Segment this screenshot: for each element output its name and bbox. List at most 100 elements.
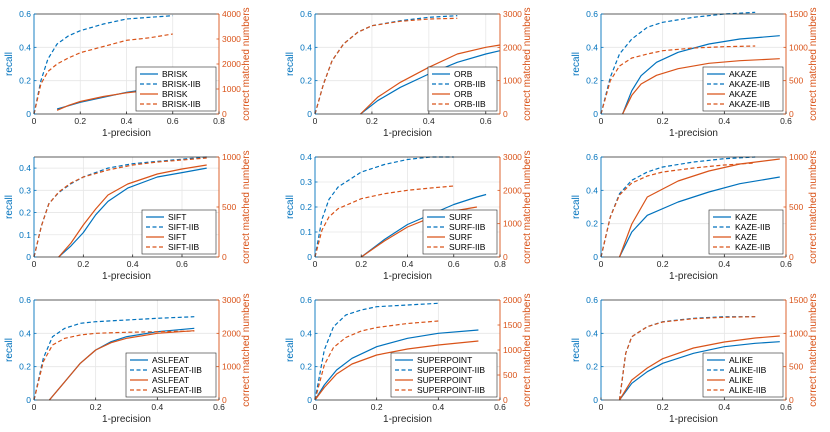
legend: AKAZEAKAZE-IIBAKAZEAKAZE-IIB <box>703 67 783 111</box>
y-tick-label-left: 0.2 <box>300 362 312 372</box>
y-axis-label-right: correct matched numbers <box>241 293 252 406</box>
y-tick-label-right: 2000 <box>503 185 522 195</box>
legend: KAZEKAZE-IIBKAZEKAZE-IIB <box>709 210 783 254</box>
x-tick-label: 0 <box>32 259 37 269</box>
y-tick-label-right: 1500 <box>789 295 808 305</box>
legend-label: KAZE <box>735 232 758 242</box>
y-tick-label-left: 0.4 <box>586 185 598 195</box>
x-tick-label: 0 <box>313 402 318 412</box>
y-tick-label-right: 500 <box>503 370 517 380</box>
y-tick-label-left: 0.6 <box>19 295 31 305</box>
y-tick-label-left: 0.2 <box>300 202 312 212</box>
legend-label: ORB <box>454 89 473 99</box>
x-tick-label: 0.4 <box>402 259 414 269</box>
y-axis-label-left: recall <box>571 195 582 219</box>
x-tick-label: 0 <box>32 116 37 126</box>
x-tick-label: 0.2 <box>74 116 86 126</box>
legend-label: SIFT-IIB <box>168 242 200 252</box>
legend-label: ASLFEAT <box>152 375 189 385</box>
legend-label: AKAZE <box>729 69 757 79</box>
y-tick-label-right: 3000 <box>503 152 522 162</box>
x-tick-label: 0.2 <box>366 116 378 126</box>
y-tick-label-left: 0.4 <box>586 42 598 52</box>
y-tick-label-left: 0.6 <box>19 9 31 19</box>
x-tick-label: 0.2 <box>355 259 367 269</box>
y-tick-label-left: 0 <box>593 395 598 405</box>
y-axis-label-right: correct matched numbers <box>241 7 252 120</box>
x-tick-label: 0.2 <box>657 116 669 126</box>
legend-label: SIFT-IIB <box>168 222 200 232</box>
legend-label: AKAZE <box>729 89 757 99</box>
y-tick-label-right: 0 <box>222 109 227 119</box>
y-tick-label-right: 1000 <box>789 42 808 52</box>
x-tick-label: 0.4 <box>718 402 730 412</box>
legend-label: SIFT <box>168 212 186 222</box>
y-tick-label-right: 4000 <box>222 9 241 19</box>
legend-label: SUPERPOINT <box>417 355 472 365</box>
y-tick-label-right: 1000 <box>789 328 808 338</box>
y-tick-label-left: 0.1 <box>19 230 31 240</box>
y-tick-label-right: 3000 <box>222 295 241 305</box>
y-tick-label-left: 0 <box>307 109 312 119</box>
legend-label: SUPERPOINT-IIB <box>417 385 485 395</box>
y-tick-label-left: 0.1 <box>300 227 312 237</box>
legend-label: BRISK-IIB <box>162 99 201 109</box>
x-tick-label: 0.4 <box>432 402 444 412</box>
legend: ORBORB-IIBORBORB-IIB <box>428 67 497 111</box>
y-tick-label-left: 0.4 <box>300 328 312 338</box>
y-tick-label-right: 0 <box>503 395 508 405</box>
legend-label: SIFT <box>168 232 186 242</box>
y-tick-label-left: 0.2 <box>19 208 31 218</box>
y-tick-label-left: 0.4 <box>300 152 312 162</box>
y-tick-label-right: 500 <box>789 202 803 212</box>
legend-label: SURF <box>449 232 472 242</box>
x-tick-label: 0.2 <box>90 402 102 412</box>
y-axis-label-right: correct matched numbers <box>522 293 533 406</box>
y-tick-label-left: 0.2 <box>300 76 312 86</box>
legend-label: AKAZE-IIB <box>729 99 770 109</box>
y-tick-label-right: 0 <box>503 109 508 119</box>
x-axis-label: 1-precision <box>102 271 151 282</box>
subplot-akaze: 0 0.2 0.4 0.600.20.40.60500100015001-precis… <box>571 7 819 139</box>
y-tick-label-right: 1500 <box>503 320 522 330</box>
x-tick-label: 0.6 <box>167 116 179 126</box>
y-axis-label-right: correct matched numbers <box>808 7 819 120</box>
legend: ALIKEALIKE-IIBALIKEALIKE-IIB <box>703 353 783 397</box>
subplot-surf: 0 0.2 0.4 0.6 0.800.10.20.30.401000200030001… <box>285 150 533 282</box>
y-tick-label-right: 1500 <box>789 9 808 19</box>
y-tick-label-right: 500 <box>222 202 236 212</box>
y-tick-label-right: 1000 <box>503 76 522 86</box>
x-axis-label: 1-precision <box>669 271 718 282</box>
y-axis-label-right: correct matched numbers <box>522 150 533 263</box>
y-tick-label-left: 0.6 <box>300 9 312 19</box>
x-tick-label: 0 <box>599 402 604 412</box>
y-axis-label-right: correct matched numbers <box>241 150 252 263</box>
subplot-aslfeat: 0 0.2 0.4 0.600.20.40.601000200030001-preci… <box>4 293 252 425</box>
y-tick-label-right: 0 <box>789 109 794 119</box>
y-tick-label-right: 1000 <box>222 152 241 162</box>
y-tick-label-right: 0 <box>503 252 508 262</box>
y-tick-label-right: 1000 <box>222 84 241 94</box>
legend-label: ASLFEAT <box>152 355 189 365</box>
legend-label: BRISK <box>162 69 188 79</box>
figure-canvas: 0 0.2 0.4 0.6 0.800.20.40.601000200030004000… <box>0 0 830 432</box>
y-tick-label-left: 0.3 <box>300 177 312 187</box>
legend-label: ORB-IIB <box>454 79 486 89</box>
y-tick-label-right: 1000 <box>503 219 522 229</box>
x-tick-label: 0.2 <box>77 259 89 269</box>
legend-label: KAZE-IIB <box>735 222 771 232</box>
subplot-alike: 0 0.2 0.4 0.600.20.40.60500100015001-precis… <box>571 293 819 425</box>
y-tick-label-right: 0 <box>789 252 794 262</box>
x-axis-label: 1-precision <box>669 128 718 139</box>
y-tick-label-left: 0.6 <box>300 295 312 305</box>
legend-label: KAZE-IIB <box>735 242 771 252</box>
y-tick-label-right: 2000 <box>503 295 522 305</box>
y-tick-label-left: 0 <box>593 109 598 119</box>
y-tick-label-left: 0.4 <box>19 163 31 173</box>
x-tick-label: 0.4 <box>718 259 730 269</box>
y-tick-label-left: 0.4 <box>300 42 312 52</box>
x-axis-label: 1-precision <box>102 128 151 139</box>
y-tick-label-right: 2000 <box>222 328 241 338</box>
